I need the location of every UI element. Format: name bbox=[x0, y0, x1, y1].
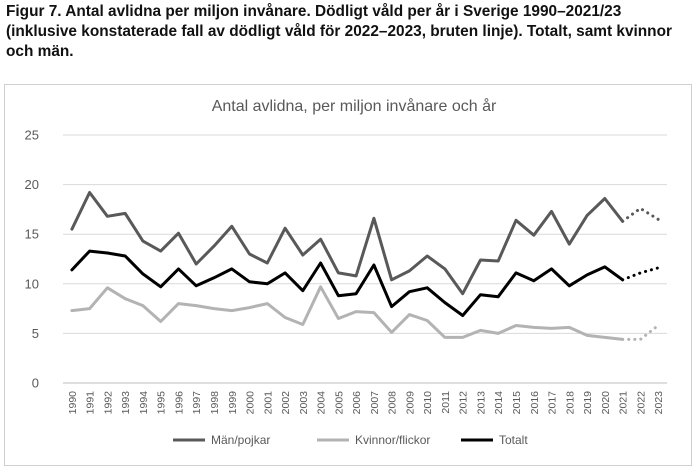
x-tick-label: 2001 bbox=[262, 391, 274, 415]
x-tick-label: 2016 bbox=[529, 391, 541, 415]
x-tick-label: 1998 bbox=[209, 391, 221, 415]
y-tick-label: 15 bbox=[25, 227, 39, 242]
x-tick-label: 2004 bbox=[316, 391, 328, 415]
x-tick-label: 2012 bbox=[458, 391, 470, 415]
figure-caption: Figur 7. Antal avlidna per miljon invåna… bbox=[6, 3, 672, 60]
x-tick-label: 2007 bbox=[369, 391, 381, 415]
chart-title: Antal avlidna, per miljon invånare och å… bbox=[212, 97, 497, 115]
legend-label: Totalt bbox=[499, 433, 528, 447]
x-tick-label: 2011 bbox=[440, 391, 452, 414]
series-line-2 bbox=[70, 249, 625, 317]
x-tick-label: 2022 bbox=[635, 391, 647, 415]
x-tick-label: 1990 bbox=[67, 391, 79, 415]
series-lines bbox=[70, 191, 660, 341]
x-tick-label: 2003 bbox=[298, 391, 310, 415]
line-chart: Antal avlidna, per miljon invånare och å… bbox=[25, 97, 667, 447]
x-tick-label: 2023 bbox=[653, 391, 665, 415]
legend-label: Kvinnor/flickor bbox=[355, 433, 430, 447]
x-tick-label: 2013 bbox=[475, 391, 487, 415]
y-tick-label: 0 bbox=[32, 376, 39, 391]
x-tick-label: 2018 bbox=[564, 391, 576, 415]
series-line-1 bbox=[70, 285, 625, 341]
x-tick-label: 2005 bbox=[333, 391, 345, 415]
series-dashed-2 bbox=[621, 266, 660, 282]
x-tick-label: 1997 bbox=[191, 391, 203, 415]
x-tick-label: 2015 bbox=[511, 391, 523, 415]
y-tick-label: 25 bbox=[25, 128, 39, 143]
x-tick-label: 1995 bbox=[156, 391, 168, 415]
y-tick-label: 10 bbox=[25, 276, 39, 291]
y-axis-ticks: 0 5 10 15 20 25 bbox=[25, 128, 39, 391]
x-tick-label: 2019 bbox=[582, 391, 594, 415]
x-tick-label: 2021 bbox=[618, 391, 630, 415]
x-tick-label: 2017 bbox=[547, 391, 559, 415]
y-tick-label: 5 bbox=[32, 326, 39, 341]
y-tick-label: 20 bbox=[25, 177, 39, 192]
x-tick-label: 1996 bbox=[173, 391, 185, 415]
x-tick-label: 1994 bbox=[138, 391, 150, 415]
x-tick-label: 1999 bbox=[227, 391, 239, 415]
x-tick-label: 1992 bbox=[102, 391, 114, 415]
gridlines bbox=[63, 134, 667, 384]
x-tick-label: 1993 bbox=[120, 391, 132, 415]
x-tick-label: 2002 bbox=[280, 391, 292, 415]
x-tick-label: 2009 bbox=[404, 391, 416, 415]
x-axis-ticks: 1990 1991 1992 1993 1994 1995 1996 1997 1998 1999… bbox=[67, 391, 665, 415]
x-tick-label: 2006 bbox=[351, 391, 363, 415]
legend: Män/pojkar Kvinnor/flickor Totalt bbox=[173, 433, 528, 447]
series-dashed-0 bbox=[621, 206, 660, 223]
series-dashed-1 bbox=[621, 324, 660, 341]
chart-frame: Antal avlidna, per miljon invånare och å… bbox=[4, 84, 692, 466]
x-tick-label: 2020 bbox=[600, 391, 612, 415]
x-tick-label: 2010 bbox=[422, 391, 434, 415]
legend-label: Män/pojkar bbox=[211, 433, 270, 447]
x-tick-label: 2008 bbox=[387, 391, 399, 415]
x-tick-label: 1991 bbox=[85, 391, 97, 415]
series-line-0 bbox=[70, 191, 625, 296]
x-tick-label: 2014 bbox=[493, 391, 505, 415]
x-tick-label: 2000 bbox=[245, 391, 257, 415]
